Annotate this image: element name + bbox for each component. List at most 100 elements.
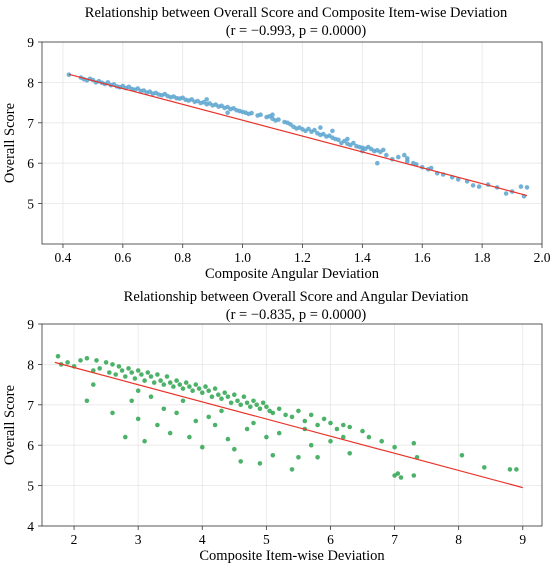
chart-bottom-data-point (251, 420, 256, 426)
chart-bottom-data-point (392, 473, 397, 478)
chart-bottom-data-point (190, 388, 195, 394)
chart-bottom-data-point (94, 358, 99, 363)
chart-bottom-data-point (65, 360, 70, 365)
chart-bottom-data-point (164, 374, 170, 379)
chart-bottom-x-axis-label: Composite Item-wise Deviation (199, 548, 385, 564)
chart-bottom-x-tick-label: 9 (519, 532, 526, 547)
chart-bottom-data-point (135, 388, 141, 394)
chart-top-data-point (318, 125, 323, 130)
chart-bottom-data-point (84, 356, 90, 361)
chart-bottom-data-point (296, 408, 301, 414)
chart-bottom-data-point (142, 438, 147, 444)
chart-top-data-point (402, 152, 407, 158)
chart-bottom-data-point (321, 416, 327, 422)
chart-top-x-tick-label: 0.8 (174, 250, 191, 265)
chart-bottom-data-point (248, 404, 253, 410)
chart-bottom-data-point (360, 428, 365, 434)
chart-bottom-data-point (257, 461, 263, 466)
chart-top-data-point (249, 110, 254, 116)
chart-bottom-data-point (264, 434, 269, 440)
chart-top-data-point (375, 160, 380, 166)
chart-bottom-data-point (200, 444, 205, 450)
chart-bottom-data-point (232, 392, 237, 398)
chart-bottom-title: Relationship between Overall Score and A… (124, 289, 469, 305)
chart-bottom-data-point (212, 386, 218, 391)
chart-bottom-data-point (123, 434, 128, 440)
chart-bottom-data-point (411, 440, 417, 446)
chart-bottom-data-point (459, 453, 465, 458)
chart-bottom-data-point (283, 412, 288, 418)
chart-top-y-axis-label: Overall Score (2, 103, 18, 183)
chart-top-data-point (503, 191, 509, 196)
chart-bottom-y-tick-label: 6 (27, 438, 34, 453)
chart-bottom-data-point (244, 400, 250, 406)
chart-bottom-data-point (276, 406, 282, 412)
chart-bottom-data-point (161, 406, 167, 412)
chart-bottom-data-point (308, 412, 314, 418)
chart-bottom-data-point (392, 444, 397, 450)
chart-bottom-data-point (187, 384, 192, 389)
chart-bottom-data-point (398, 475, 404, 480)
chart-top-data-point (524, 185, 530, 190)
chart-bottom-data-point (174, 410, 179, 416)
chart-bottom-data-point (148, 394, 154, 400)
chart-bottom-data-point (135, 416, 141, 422)
chart-top-data-point (455, 177, 461, 182)
chart-bottom-y-tick-label: 4 (27, 519, 34, 534)
chart-bottom-data-point (216, 392, 221, 398)
chart-top-data-point (105, 80, 111, 85)
chart-bottom-data-point (145, 370, 151, 375)
chart-bottom-data-point (507, 467, 513, 472)
chart-bottom-data-point (341, 422, 346, 428)
chart-bottom-data-point (257, 406, 263, 412)
chart-bottom-data-point (235, 398, 240, 404)
chart-bottom-data-point (113, 372, 118, 377)
chart-top-data-point (396, 154, 401, 160)
chart-bottom-data-point (315, 455, 320, 460)
chart-bottom-data-point (196, 386, 202, 391)
chart-top-data-point (351, 140, 356, 146)
chart-bottom-data-point (219, 408, 224, 414)
chart-bottom-data-point (171, 384, 176, 389)
chart-bottom-data-point (91, 382, 96, 387)
chart-bottom-data-point (97, 366, 102, 371)
chart-top-data-point (306, 126, 311, 132)
chart-top: Relationship between Overall Score and C… (2, 5, 550, 282)
chart-bottom-data-point (129, 398, 134, 404)
chart-top-data-point (258, 112, 263, 117)
chart-top-data-point (270, 112, 275, 117)
chart-bottom-data-point (203, 384, 208, 389)
chart-bottom-data-point (206, 388, 211, 394)
chart-bottom-data-point (276, 430, 282, 436)
chart-top-data-point (345, 136, 350, 142)
chart-bottom-data-point (103, 360, 109, 365)
chart-bottom-data-point (84, 398, 90, 404)
chart-bottom-data-point (260, 400, 266, 406)
chart-top-y-tick-label: 8 (27, 75, 34, 90)
chart-bottom-data-point (225, 436, 231, 442)
chart-bottom-data-point (254, 402, 259, 408)
chart-bottom-y-tick-label: 5 (27, 479, 34, 494)
chart-top-x-tick-label: 0.6 (114, 250, 131, 265)
chart-bottom-data-point (167, 430, 173, 436)
chart-bottom-x-tick-label: 2 (71, 532, 78, 547)
chart-top-data-point (384, 152, 389, 158)
chart-bottom-regression-line (54, 361, 523, 489)
chart-top-x-tick-label: 1.2 (294, 250, 311, 265)
chart-bottom-data-point (174, 378, 179, 383)
chart-top-x-tick-label: 1.4 (354, 250, 371, 265)
chart-bottom-data-point (126, 366, 131, 371)
chart-bottom-data-point (289, 414, 295, 420)
chart-bottom-x-tick-label: 3 (135, 532, 142, 547)
chart-bottom-data-point (155, 372, 160, 377)
chart-top-data-point (225, 110, 230, 115)
chart-bottom-data-point (116, 364, 122, 369)
chart-bottom-data-point (107, 370, 112, 375)
chart-bottom-data-point (91, 368, 96, 373)
chart-bottom-data-point (119, 368, 125, 373)
chart-bottom-x-tick-label: 4 (199, 532, 206, 547)
chart-bottom-data-point (110, 410, 115, 416)
chart-bottom-data-point (193, 382, 199, 387)
chart-bottom-data-point (302, 418, 308, 424)
chart-bottom-data-point (366, 434, 372, 440)
